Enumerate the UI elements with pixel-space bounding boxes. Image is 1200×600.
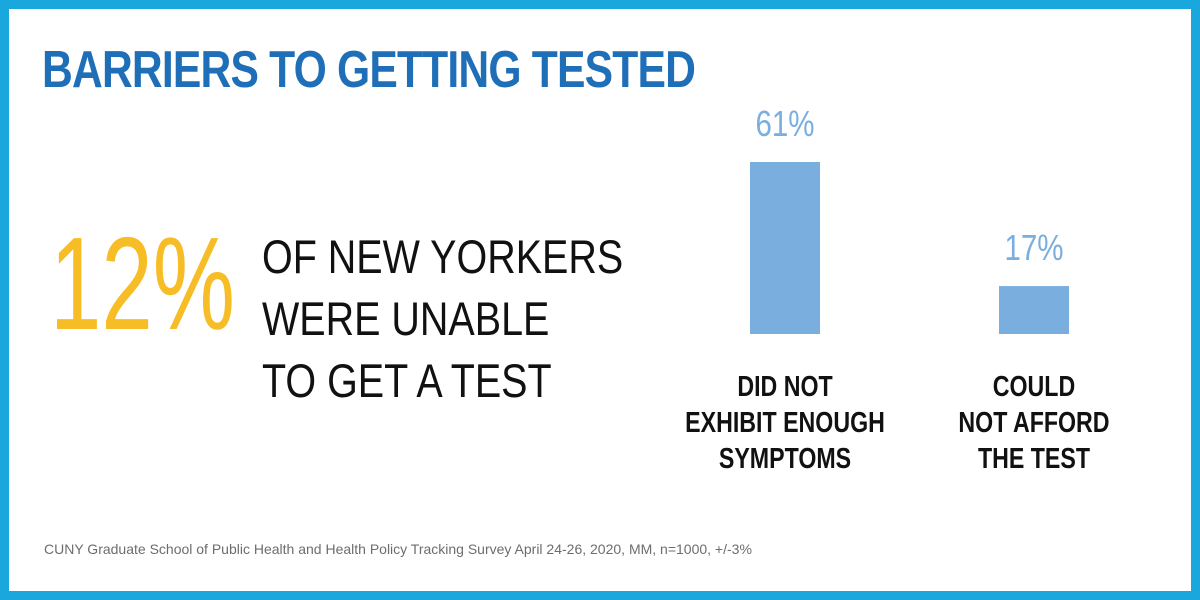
headline-stat-line: WERE UNABLE — [262, 292, 550, 345]
category-label: SYMPTOMS — [719, 441, 851, 474]
bar-value-label: 17% — [1004, 227, 1063, 267]
category-label: NOT AFFORD — [958, 405, 1109, 438]
bar — [999, 286, 1069, 334]
bar — [750, 162, 820, 334]
category-label: DID NOT — [737, 369, 832, 402]
page-title: BARRIERS TO GETTING TESTED — [42, 41, 696, 99]
headline-stat-value: 12% — [50, 210, 235, 357]
source-note: CUNY Graduate School of Public Health an… — [44, 541, 752, 557]
bar-value-label: 61% — [755, 103, 814, 143]
headline-stat-line: OF NEW YORKERS — [262, 230, 624, 283]
category-label: COULD — [993, 369, 1075, 402]
headline-stat-text: OF NEW YORKERS WERE UNABLE TO GET A TEST — [262, 226, 623, 412]
category-label: THE TEST — [978, 441, 1090, 474]
headline-stat-line: TO GET A TEST — [262, 354, 552, 407]
category-label: EXHIBIT ENOUGH — [685, 405, 885, 438]
